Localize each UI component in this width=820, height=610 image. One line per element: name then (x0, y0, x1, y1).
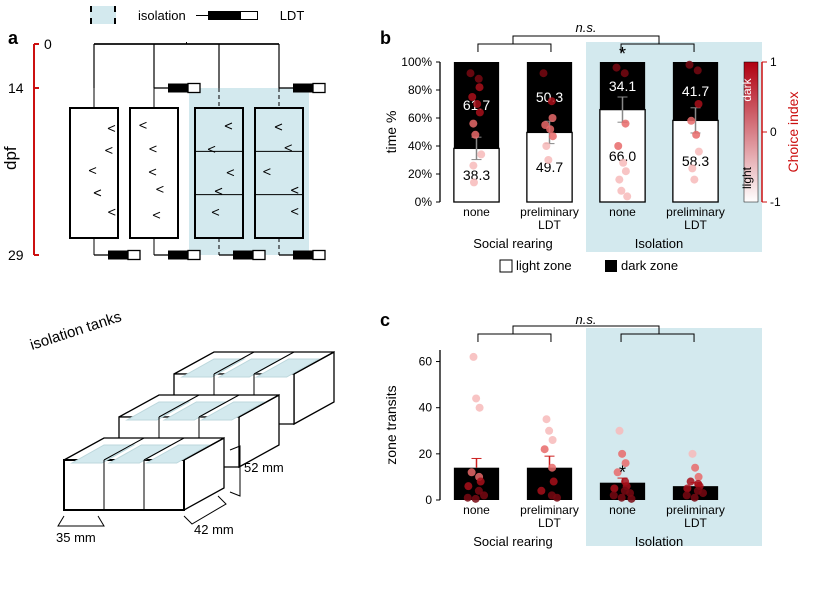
svg-text:20%: 20% (408, 167, 432, 181)
panel-a: 0 14 29 dpf isolation tanks 35 mm 42 mm 52 mm (4, 30, 364, 590)
svg-text:80%: 80% (408, 83, 432, 97)
svg-text:time %: time % (383, 111, 399, 154)
top-legend: isolation LDT (90, 6, 304, 24)
svg-text:20: 20 (419, 447, 433, 461)
svg-text:preliminary: preliminary (520, 205, 579, 219)
svg-text:40%: 40% (408, 139, 432, 153)
svg-text:1: 1 (770, 55, 777, 69)
svg-text:0%: 0% (415, 195, 433, 209)
svg-text:n.s.: n.s. (576, 24, 597, 35)
svg-text:zone transits: zone transits (383, 385, 399, 464)
svg-text:LDT: LDT (538, 218, 561, 232)
svg-text:preliminary: preliminary (666, 205, 725, 219)
svg-text:41.7: 41.7 (682, 83, 709, 99)
svg-text:34.1: 34.1 (609, 78, 636, 94)
svg-text:LDT: LDT (538, 516, 561, 530)
panel-b: 0% 20% 40% 60% 80% 100% time % -1 0 1 dark light Cho… (380, 24, 810, 274)
svg-text:Isolation: Isolation (635, 534, 683, 549)
svg-text:60: 60 (419, 355, 433, 369)
svg-text:light: light (740, 166, 754, 189)
panel-a-svg: 0 14 29 dpf isolation tanks 35 mm 42 mm 52 mm (4, 30, 364, 590)
panel-c: 0204060zone transitsn.s.nonepreliminaryL… (380, 310, 810, 560)
svg-text:0: 0 (770, 125, 777, 139)
svg-text:0: 0 (44, 36, 52, 52)
svg-text:42 mm: 42 mm (194, 522, 234, 537)
svg-text:none: none (609, 503, 636, 517)
isolation-swatch (90, 6, 116, 24)
isolation-label: isolation (138, 8, 186, 23)
svg-text:100%: 100% (401, 55, 432, 69)
svg-text:dark: dark (740, 77, 754, 101)
svg-text:dark zone: dark zone (621, 258, 678, 273)
svg-text:60%: 60% (408, 111, 432, 125)
svg-text:LDT: LDT (684, 516, 707, 530)
svg-text:*: * (619, 44, 626, 64)
svg-text:0: 0 (425, 493, 432, 507)
ldt-swatch (208, 11, 258, 20)
ldt-label: LDT (280, 8, 305, 23)
svg-text:none: none (609, 205, 636, 219)
svg-text:preliminary: preliminary (520, 503, 579, 517)
svg-text:none: none (463, 503, 490, 517)
svg-text:Isolation: Isolation (635, 236, 683, 251)
svg-text:n.s.: n.s. (576, 312, 597, 327)
svg-text:40: 40 (419, 401, 433, 415)
svg-text:Social rearing: Social rearing (473, 236, 553, 251)
svg-text:29: 29 (8, 247, 24, 263)
svg-text:14: 14 (8, 80, 24, 96)
svg-text:Social rearing: Social rearing (473, 534, 553, 549)
svg-text:LDT: LDT (684, 218, 707, 232)
svg-text:light zone: light zone (516, 258, 572, 273)
svg-text:Choice index: Choice index (785, 92, 801, 173)
svg-text:preliminary: preliminary (666, 503, 725, 517)
svg-text:none: none (463, 205, 490, 219)
svg-text:dpf: dpf (4, 146, 20, 170)
svg-text:-1: -1 (770, 195, 781, 209)
panel-b-svg: 0% 20% 40% 60% 80% 100% time % -1 0 1 dark light Cho… (380, 24, 810, 294)
svg-text:isolation tanks: isolation tanks (28, 308, 124, 354)
svg-text:*: * (619, 463, 626, 483)
svg-text:35 mm: 35 mm (56, 530, 96, 545)
svg-text:52 mm: 52 mm (244, 460, 284, 475)
panel-c-svg: 0204060zone transitsn.s.nonepreliminaryL… (380, 310, 810, 570)
